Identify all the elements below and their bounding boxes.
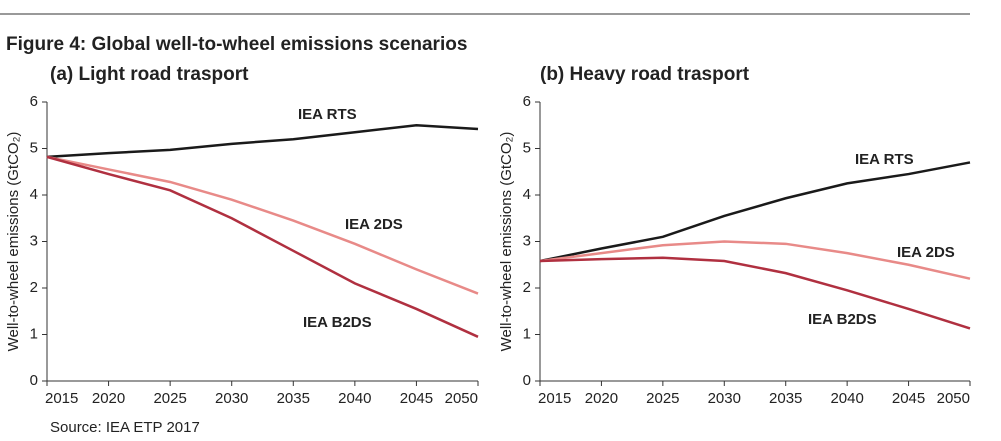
x-tick-label: 2030 [215,390,248,407]
series-line [539,240,971,280]
x-tick-label: 2020 [92,390,125,407]
y-tick-label: 5 [523,139,531,156]
y-tick-label: 1 [523,325,531,342]
x-tick-label: 2035 [769,390,802,407]
x-tick-label: 2040 [338,390,371,407]
x-tick-label: 2030 [708,390,741,407]
series-line [46,123,479,159]
source: Source: IEA ETP 2017 [50,419,200,436]
series-line [539,256,971,330]
y-tick-label: 2 [30,279,38,296]
y-tick-label: 2 [523,279,531,296]
y-tick-label: 0 [523,372,531,389]
y-tick-label: 6 [30,93,38,110]
x-tick-label: 2015 [538,390,571,407]
series-label: IEA RTS [298,106,357,123]
panel-subtitle: (b) Heavy road trasport [540,64,750,85]
series-label: IEA B2DS [808,311,877,328]
y-tick-label: 5 [30,139,38,156]
x-tick-label: 2040 [830,390,863,407]
series-label: IEA B2DS [303,314,372,331]
x-tick-label: 2025 [153,390,186,407]
y-axis-label: Well-to-wheel emissions (GtCO₂) [5,132,22,352]
x-tick-label: 2035 [277,390,310,407]
y-tick-label: 3 [30,232,38,249]
x-tick-label: 2020 [585,390,618,407]
x-tick-label: 2050 [445,390,478,407]
series-line [539,161,971,263]
y-tick-label: 3 [523,232,531,249]
x-tick-label: 2050 [937,390,970,407]
y-tick-label: 6 [523,93,531,110]
series-line [46,155,479,338]
y-tick-label: 1 [30,325,38,342]
y-tick-label: 0 [30,372,38,389]
series-line [46,155,479,295]
x-tick-label: 2045 [400,390,433,407]
y-axis-label: Well-to-wheel emissions (GtCO₂) [498,132,515,352]
x-tick-label: 2045 [892,390,925,407]
figure-title: Figure 4: Global well-to-wheel emissions… [6,34,467,55]
panel-subtitle: (a) Light road trasport [50,64,249,85]
y-tick-label: 4 [30,186,38,203]
series-label: IEA 2DS [345,216,403,233]
series-label: IEA RTS [855,151,914,168]
y-tick-label: 4 [523,186,531,203]
x-tick-label: 2025 [646,390,679,407]
series-label: IEA 2DS [897,244,955,261]
x-tick-label: 2015 [45,390,78,407]
